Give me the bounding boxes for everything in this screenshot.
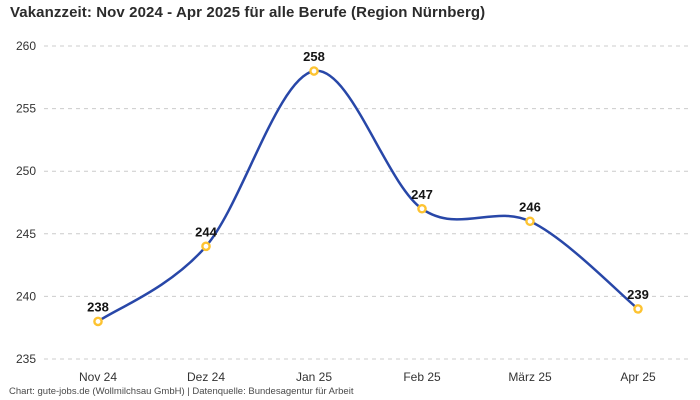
x-axis-tick-label: März 25	[508, 370, 552, 384]
x-axis-tick-label: Nov 24	[79, 370, 117, 384]
data-point-label: 246	[519, 199, 541, 214]
data-point-label: 238	[87, 299, 109, 314]
data-point-label: 244	[195, 224, 217, 239]
y-axis-tick-label: 250	[16, 164, 36, 178]
x-axis-tick-label: Jan 25	[296, 370, 332, 384]
data-point-label: 258	[303, 49, 325, 64]
y-axis-tick-label: 260	[16, 39, 36, 53]
x-axis-labels: Nov 24 Dez 24 Jan 25 Feb 25 März 25 Apr 25	[79, 370, 656, 384]
data-point-marker[interactable]	[417, 203, 427, 214]
y-axis-tick-label: 245	[16, 227, 36, 241]
y-axis-tick-label: 235	[16, 352, 36, 366]
data-point-marker[interactable]	[309, 66, 319, 76]
data-point-marker[interactable]	[93, 316, 103, 327]
data-point-label: 247	[411, 187, 433, 202]
x-axis-tick-label: Apr 25	[620, 370, 656, 384]
data-point-label: 239	[627, 287, 649, 302]
data-labels: 238 244 258 247 246 239	[87, 49, 649, 314]
gridlines	[44, 45, 692, 360]
y-axis-tick-label: 255	[16, 102, 36, 116]
data-point-marker[interactable]	[525, 216, 535, 227]
chart-title: Vakanzzeit: Nov 2024 - Apr 2025 für alle…	[10, 4, 486, 21]
y-axis-labels: 235 240 245 250 255 260	[16, 39, 36, 366]
data-point-marker[interactable]	[201, 241, 211, 252]
data-points	[93, 66, 643, 327]
x-axis-tick-label: Dez 24	[187, 370, 225, 384]
chart-attribution: Chart: gute-jobs.de (Wollmilchsau GmbH) …	[9, 386, 354, 397]
x-axis-tick-label: Feb 25	[403, 370, 441, 384]
y-axis-tick-label: 240	[16, 289, 36, 303]
data-point-marker[interactable]	[633, 304, 643, 314]
